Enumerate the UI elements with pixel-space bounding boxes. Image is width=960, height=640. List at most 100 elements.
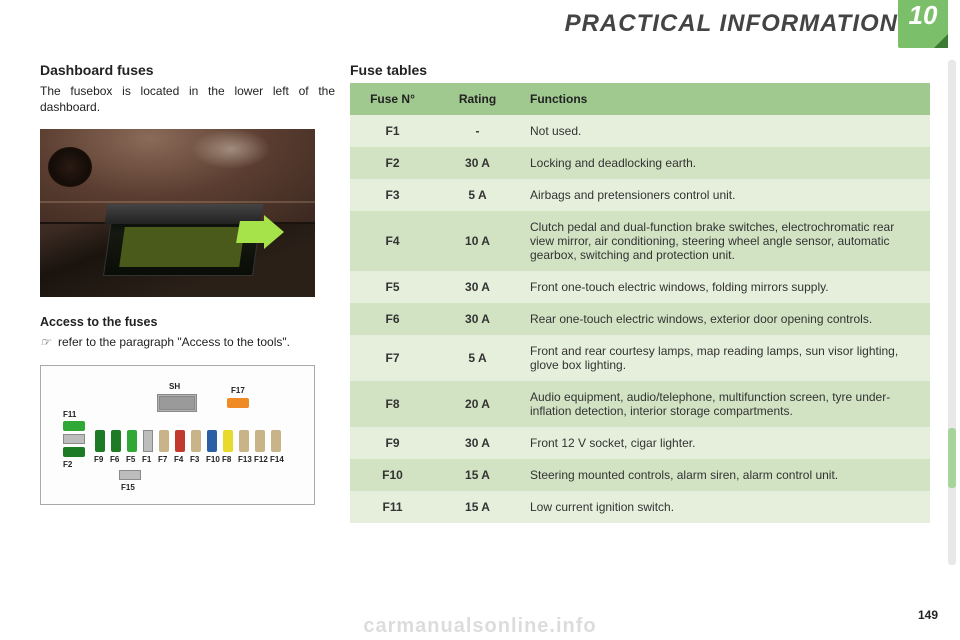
thumb-index-marker [948,428,956,488]
fuse-f3 [191,430,201,452]
photo-fuses [119,227,245,267]
header-title: PRACTICAL INFORMATION [565,10,898,38]
pointer-icon: ☞ [40,334,58,350]
section-intro: The fusebox is located in the lower left… [40,83,335,115]
fuse-f9 [95,430,105,452]
tab-fold-icon [934,34,948,48]
label-f7: F7 [158,455,167,464]
slot-empty-left [63,434,85,444]
watermark: carmanualsonline.info [0,615,960,638]
label-f8: F8 [222,455,231,464]
cell-fuse: F11 [350,491,435,523]
cell-function: Front 12 V socket, cigar lighter. [520,427,930,459]
label-f3: F3 [190,455,199,464]
slot-f15 [119,470,141,480]
fuse-diagram: SHF17F11F2F9F6F5F1F7F4F3F10F8F13F12F14F1… [40,365,315,505]
cell-rating: 5 A [435,179,520,211]
label-f9: F9 [94,455,103,464]
cell-rating: 15 A [435,459,520,491]
fuse-f6 [111,430,121,452]
cell-rating: 10 A [435,211,520,271]
cell-fuse: F7 [350,335,435,381]
cell-function: Low current ignition switch. [520,491,930,523]
table-row: F930 AFront 12 V socket, cigar lighter. [350,427,930,459]
cell-function: Locking and deadlocking earth. [520,147,930,179]
label-f17: F17 [231,386,245,395]
page: PRACTICAL INFORMATION 10 Dashboard fuses… [0,0,960,640]
cell-rating: 5 A [435,335,520,381]
label-f12: F12 [254,455,268,464]
label-f2: F2 [63,460,72,469]
cell-fuse: F4 [350,211,435,271]
fuse-f11 [63,421,85,431]
table-row: F75 AFront and rear courtesy lamps, map … [350,335,930,381]
fuse-f12 [255,430,265,452]
fusebox-photo [40,129,315,297]
cell-fuse: F3 [350,179,435,211]
cell-function: Not used. [520,115,930,147]
cell-function: Audio equipment, audio/telephone, multif… [520,381,930,427]
cell-rating: 30 A [435,303,520,335]
left-column: Dashboard fuses The fusebox is located i… [40,62,335,505]
section-title: Dashboard fuses [40,62,335,78]
cell-rating: 30 A [435,427,520,459]
col-rating: Rating [435,83,520,115]
fuse-f7 [159,430,169,452]
cell-rating: 15 A [435,491,520,523]
cell-fuse: F5 [350,271,435,303]
cell-function: Front and rear courtesy lamps, map readi… [520,335,930,381]
table-row: F410 AClutch pedal and dual-function bra… [350,211,930,271]
label-f15: F15 [121,483,135,492]
cell-fuse: F6 [350,303,435,335]
table-row: F230 ALocking and deadlocking earth. [350,147,930,179]
label-f13: F13 [238,455,252,464]
cell-fuse: F9 [350,427,435,459]
photo-arrow-icon [238,221,268,243]
cell-fuse: F1 [350,115,435,147]
fuse-f4 [175,430,185,452]
label-f1: F1 [142,455,151,464]
table-row: F35 AAirbags and pretensioners control u… [350,179,930,211]
sh-label: SH [169,382,180,391]
cell-function: Steering mounted controls, alarm siren, … [520,459,930,491]
fuse-table: Fuse N°RatingFunctionsF1-Not used.F230 A… [350,83,930,523]
label-f10: F10 [206,455,220,464]
fuse-f13 [239,430,249,452]
access-title: Access to the fuses [40,315,335,329]
fuse-f14 [271,430,281,452]
col-functions: Functions [520,83,930,115]
fuse-f2 [63,447,85,457]
fuse-f8 [223,430,233,452]
page-header: PRACTICAL INFORMATION 10 [0,0,960,48]
cell-rating: 20 A [435,381,520,427]
cell-rating: - [435,115,520,147]
access-bullet: ☞ refer to the paragraph "Access to the … [40,334,335,350]
table-row: F1015 ASteering mounted controls, alarm … [350,459,930,491]
fuse-f17 [227,398,249,408]
slot-empty [143,430,153,452]
cell-fuse: F8 [350,381,435,427]
label-f11: F11 [63,410,76,419]
photo-highlight [191,129,271,169]
chapter-number: 10 [898,0,948,31]
table-row: F1115 ALow current ignition switch. [350,491,930,523]
right-column: Fuse tables Fuse N°RatingFunctions F1-Not… [350,62,930,523]
label-f4: F4 [174,455,183,464]
chapter-tab: 10 [898,0,948,48]
cell-function: Rear one-touch electric windows, exterio… [520,303,930,335]
cell-fuse: F2 [350,147,435,179]
table-row: F820 AAudio equipment, audio/telephone, … [350,381,930,427]
cell-fuse: F10 [350,459,435,491]
thumb-index-strip [948,60,956,565]
table-row: F630 ARear one-touch electric windows, e… [350,303,930,335]
cell-rating: 30 A [435,271,520,303]
table-title: Fuse tables [350,62,930,78]
sh-inner [159,396,195,410]
cell-function: Clutch pedal and dual-function brake swi… [520,211,930,271]
cell-function: Airbags and pretensioners control unit. [520,179,930,211]
fuse-f5 [127,430,137,452]
table-row: F530 AFront one-touch electric windows, … [350,271,930,303]
cell-rating: 30 A [435,147,520,179]
col-fuse: Fuse N° [350,83,435,115]
fuse-f10 [207,430,217,452]
